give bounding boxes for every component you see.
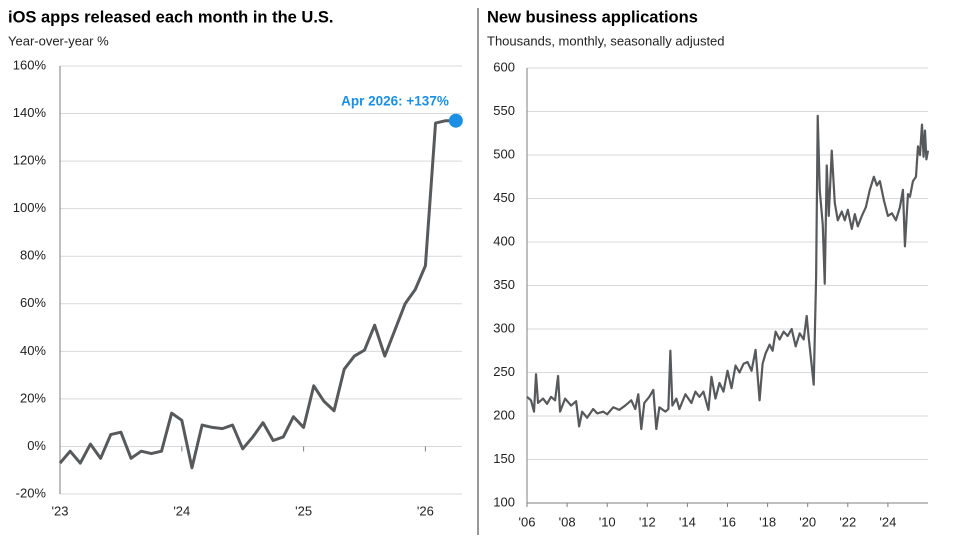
series-line: [58, 119, 456, 470]
y-tick-label: 0%: [27, 438, 46, 453]
y-tick-label: 60%: [20, 295, 46, 310]
x-tick-label: '24: [173, 503, 190, 518]
x-tick-label: '25: [295, 503, 312, 518]
y-tick-label: 350: [493, 277, 515, 292]
x-tick-label: '26: [417, 503, 434, 518]
y-tick-label: 300: [493, 320, 515, 335]
y-tick-label: 150: [493, 451, 515, 466]
x-tick-label: '24: [879, 514, 896, 529]
x-tick-label: '12: [639, 514, 656, 529]
x-tick-label: '14: [679, 514, 696, 529]
x-tick-label: '06: [519, 514, 536, 529]
chart-subtitle: Thousands, monthly, seasonally adjusted: [487, 33, 725, 48]
x-tick-label: '18: [759, 514, 776, 529]
y-tick-label: 550: [493, 103, 515, 118]
y-tick-label: 20%: [20, 390, 46, 405]
y-tick-label: 200: [493, 407, 515, 422]
y-tick-label: 40%: [20, 343, 46, 358]
y-tick-label: 140%: [13, 105, 47, 120]
y-tick-label: 100: [493, 494, 515, 509]
y-tick-label: 160%: [13, 57, 47, 72]
chart-title: iOS apps released each month in the U.S.: [8, 8, 334, 26]
x-tick-label: '10: [599, 514, 616, 529]
y-tick-label: 600: [493, 59, 515, 74]
y-tick-label: 100%: [13, 200, 47, 215]
y-tick-label: -20%: [16, 485, 47, 500]
y-tick-label: 250: [493, 364, 515, 379]
chart-title: New business applications: [487, 8, 698, 26]
y-tick-label: 120%: [13, 153, 47, 168]
x-tick-label: '20: [799, 514, 816, 529]
y-tick-label: 450: [493, 190, 515, 205]
y-tick-label: 400: [493, 233, 515, 248]
annotation: Apr 2026: +137%: [341, 93, 449, 108]
x-tick-label: '16: [719, 514, 736, 529]
chart-subtitle: Year-over-year %: [8, 33, 109, 48]
highlight-point: [448, 113, 463, 128]
y-tick-label: 500: [493, 146, 515, 161]
x-tick-label: '23: [52, 503, 69, 518]
y-tick-label: 80%: [20, 248, 46, 263]
x-tick-label: '08: [559, 514, 576, 529]
x-tick-label: '22: [839, 514, 856, 529]
series-line: [526, 114, 930, 431]
